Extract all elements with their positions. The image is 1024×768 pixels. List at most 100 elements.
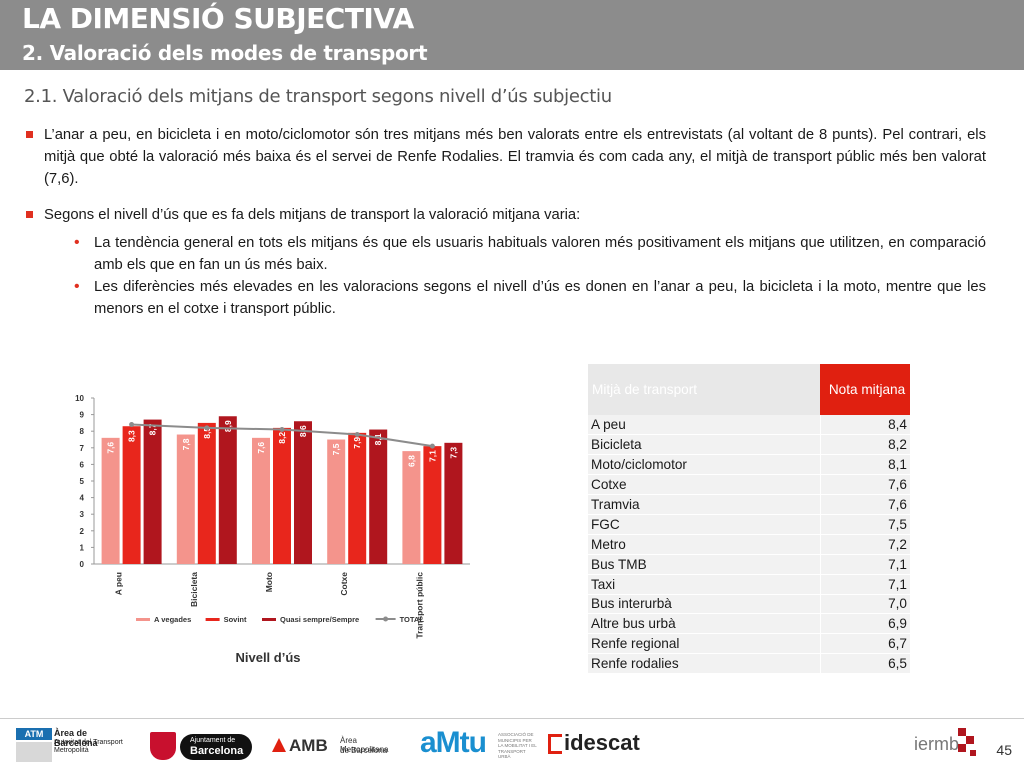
table-cell-score: 7,1 [820,554,910,575]
ajuntament-badge: Ajuntament de Barcelona [180,734,252,760]
total-point [354,432,360,438]
table-row: Moto/ciclomotor 8,1 [588,454,910,476]
table-row: Taxi 7,1 [588,574,910,595]
shield-icon [150,732,176,760]
table-cell-score: 7,6 [820,474,910,496]
y-tick-label: 9 [80,411,85,420]
atm-mark: ATM [16,728,52,740]
table-cell-score: 6,7 [820,633,910,655]
table-cell-mode: FGC [588,514,821,535]
bar-value-label: 8,7 [148,423,158,435]
table-row: Altre bus urbà 6,9 [588,613,910,635]
table-cell-mode: Cotxe [588,474,821,496]
bar-value-label: 8,2 [277,432,287,444]
footer-logos: ATM Àrea de Barcelona Autoritat del Tran… [0,722,1024,768]
table-cell-score: 8,1 [820,454,910,476]
idescat-bracket-icon [548,734,562,754]
bar-value-label: 7,6 [256,442,266,454]
table-row: Renfe regional 6,7 [588,633,910,655]
page-number: 45 [996,742,1012,758]
table-cell-mode: Taxi [588,574,821,595]
legend-label: Sovint [224,615,247,624]
square-bullet-icon [26,211,33,218]
table-cell-score: 6,5 [820,653,910,675]
amtu-small-text: ASSOCIACIÓ DE MUNICIPIS PER LA MOBILITAT… [498,732,537,759]
table-row: Renfe rodalies 6,5 [588,653,910,675]
bar-sovint [273,427,291,564]
amb-line-1: Àrea Metropolitana [340,736,389,754]
table-cell-mode: Metro [588,534,821,555]
square-bullet-icon [26,131,33,138]
iermb-square-icon [966,736,974,744]
bullet-item: Segons el nivell d’ús que es fa dels mit… [24,204,986,226]
table-cell-mode: Moto/ciclomotor [588,454,821,476]
sub-bullet-text: Les diferències més elevades en les valo… [94,279,986,317]
bullet-text: L’anar a peu, en bicicleta i en moto/cic… [44,127,986,187]
bar-value-label: 7,5 [331,443,341,455]
bar-a-vegades [176,434,195,564]
table-header-score: Nota mitjana [820,364,910,415]
table-cell-mode: Bicicleta [588,434,821,456]
bar-sovint [348,432,367,564]
amtu-logo: aMtu ASSOCIACIÓ DE MUNICIPIS PER LA MOBI… [420,724,538,764]
amb-logo: AMB Àrea Metropolitana de Barcelona [272,734,402,760]
bar-value-label: 8,3 [127,430,137,442]
table-body: A peu 8,4 Bicicleta 8,2 Moto/ciclomotor 8,1 Co… [588,415,910,675]
bar-value-label: 6,8 [406,455,416,467]
bar-quasi-sempre-sempre [369,429,388,564]
table-row: Cotxe 7,6 [588,474,910,496]
idescat-logo: idescat [548,730,648,760]
bar-value-label: 7,6 [106,442,116,454]
table-row: Bus TMB 7,1 [588,554,910,575]
bar-sovint [122,426,141,564]
iermb-logo: iermb [914,724,986,762]
bar-a-vegades [327,439,346,564]
bar-a-vegades [252,437,270,564]
table-cell-score: 8,4 [820,415,910,436]
table-row: Metro 7,2 [588,534,910,555]
atm-logo: ATM Àrea de Barcelona Autoritat del Tran… [16,728,128,762]
bar-value-label: 7,3 [448,447,458,459]
total-point [429,443,435,449]
amtu-mark: aMtu [420,726,487,759]
ajuntament-line-2: Barcelona [190,745,244,757]
table-row: FGC 7,5 [588,514,910,535]
y-tick-label: 1 [80,543,85,552]
bar-quasi-sempre-sempre [294,421,312,564]
iermb-square-icon [970,750,976,756]
y-tick-label: 6 [80,460,85,469]
y-tick-label: 4 [80,494,85,503]
bar-value-label: 7,8 [181,438,191,450]
bar-quasi-sempre-sempre [143,419,162,564]
x-category-label: Bicicleta [189,572,199,607]
table-cell-mode: Renfe rodalies [588,653,821,675]
sub-bullet-item: • Les diferències més elevades en les va… [24,276,986,320]
table-header-mode: Mitjà de transport [588,364,820,415]
legend-label: TOTAL [400,615,425,624]
table-cell-score: 7,0 [820,594,910,615]
x-category-label: Moto [264,572,274,592]
sub-bullet-item: • La tendència general en tots els mitja… [24,232,986,276]
rating-table: Mitjà de transport Nota mitjana A peu 8,4… [588,364,910,675]
y-tick-label: 0 [80,560,85,569]
bar-quasi-sempre-sempre [444,442,463,564]
bar-value-label: 8,5 [202,427,212,439]
dot-bullet-icon: • [74,234,80,251]
x-category-label: Cotxe [339,572,349,596]
table-cell-mode: Bus TMB [588,554,821,575]
atm-shape [16,742,52,762]
total-point [279,427,285,433]
table-cell-score: 8,2 [820,434,910,456]
amb-mark: AMB [289,736,328,755]
footer-divider [0,718,1024,719]
bullet-text: Segons el nivell d’ús que es fa dels mit… [44,207,581,223]
bar-value-label: 7,1 [427,450,437,462]
table-row: Bicicleta 8,2 [588,434,910,456]
y-tick-label: 5 [80,477,85,486]
iermb-square-icon [958,744,966,752]
x-category-label: A peu [114,572,124,595]
y-tick-label: 2 [80,527,85,536]
y-tick-label: 3 [80,510,85,519]
x-axis-title: Nivell d’ús [235,650,300,665]
legend-swatch [262,618,276,621]
